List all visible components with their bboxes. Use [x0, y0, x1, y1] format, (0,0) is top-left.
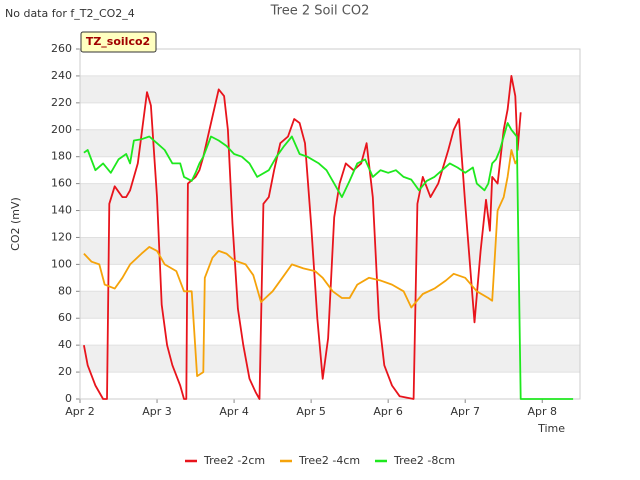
x-tick-label: Apr 6	[373, 405, 403, 418]
y-tick-label: 120	[51, 230, 72, 243]
legend-label: Tree2 -8cm	[393, 454, 455, 467]
y-tick-label: 140	[51, 204, 72, 217]
y-axis-label: CO2 (mV)	[9, 197, 22, 251]
y-tick-label: 200	[51, 123, 72, 136]
x-tick-label: Apr 2	[65, 405, 95, 418]
plot-area: 0 20 40 60 80 100 120 140 160 180 200 220 240 260 Apr …	[51, 42, 581, 418]
y-tick-label: 100	[51, 257, 72, 270]
legend: Tree2 -2cm Tree2 -4cm Tree2 -8cm	[185, 454, 455, 467]
plot-frame	[79, 48, 581, 400]
x-tick-label: Apr 4	[219, 405, 249, 418]
series-line	[83, 149, 519, 377]
series-line	[83, 75, 522, 400]
status-note: No data for f_T2_CO2_4	[5, 7, 135, 20]
y-tick-label: 220	[51, 96, 72, 109]
y-tick-label: 260	[51, 42, 72, 55]
x-axis-label: Time	[537, 422, 565, 435]
x-tick-label: Apr 5	[296, 405, 326, 418]
y-tick-label: 40	[58, 338, 72, 351]
y-tick-label: 20	[58, 365, 72, 378]
grid-band	[80, 75, 580, 103]
grid-band	[80, 237, 580, 265]
y-tick-label: 160	[51, 177, 72, 190]
y-tick-label: 0	[65, 392, 72, 405]
x-tick-label: Apr 7	[450, 405, 480, 418]
legend-label: Tree2 -2cm	[203, 454, 265, 467]
x-tick-label: Apr 3	[142, 405, 172, 418]
y-tick-label: 180	[51, 150, 72, 163]
grid-band	[80, 345, 580, 373]
tag-label: TZ_soilco2	[86, 35, 150, 48]
tag-box	[80, 31, 157, 53]
grid-band	[80, 183, 580, 211]
legend-label: Tree2 -4cm	[298, 454, 360, 467]
x-tick-label: Apr 8	[527, 405, 557, 418]
grid-band	[80, 129, 580, 157]
y-tick-label: 60	[58, 311, 72, 324]
y-tick-label: 240	[51, 69, 72, 82]
y-tick-label: 80	[58, 284, 72, 297]
chart-title: Tree 2 Soil CO2	[270, 4, 370, 19]
series-line	[83, 122, 574, 400]
